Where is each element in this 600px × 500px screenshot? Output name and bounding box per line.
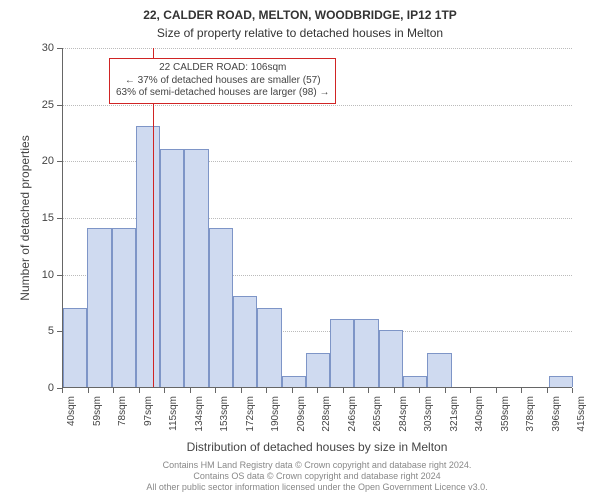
histogram-bar xyxy=(184,149,208,387)
grid-line xyxy=(63,105,572,106)
x-tick-label: 134sqm xyxy=(194,396,205,446)
x-tick-mark xyxy=(470,388,471,393)
y-tick-mark xyxy=(57,218,62,219)
histogram-bar xyxy=(257,308,281,387)
histogram-bar xyxy=(160,149,184,387)
histogram-bar xyxy=(354,319,378,387)
histogram-bar xyxy=(549,376,573,387)
x-tick-label: 97sqm xyxy=(143,396,154,446)
y-tick-label: 15 xyxy=(32,212,54,224)
x-tick-label: 303sqm xyxy=(423,396,434,446)
histogram-bar xyxy=(403,376,427,387)
histogram-bar xyxy=(330,319,354,387)
x-tick-mark xyxy=(88,388,89,393)
x-tick-mark xyxy=(190,388,191,393)
x-axis-label: Distribution of detached houses by size … xyxy=(62,440,572,454)
histogram-bar xyxy=(136,126,160,387)
x-tick-label: 378sqm xyxy=(525,396,536,446)
annotation-line-1: 22 CALDER ROAD: 106sqm xyxy=(116,62,329,75)
x-tick-mark xyxy=(317,388,318,393)
x-tick-label: 396sqm xyxy=(551,396,562,446)
histogram-bar xyxy=(87,228,111,387)
y-tick-label: 0 xyxy=(32,382,54,394)
x-tick-mark xyxy=(343,388,344,393)
x-tick-label: 321sqm xyxy=(449,396,460,446)
histogram-bar xyxy=(209,228,233,387)
histogram-bar xyxy=(112,228,136,387)
y-tick-mark xyxy=(57,48,62,49)
x-tick-mark xyxy=(139,388,140,393)
annotation-line-3: 63% of semi-detached houses are larger (… xyxy=(116,87,329,100)
y-tick-label: 20 xyxy=(32,155,54,167)
x-tick-mark xyxy=(266,388,267,393)
x-tick-label: 78sqm xyxy=(117,396,128,446)
y-tick-label: 5 xyxy=(32,325,54,337)
x-tick-mark xyxy=(496,388,497,393)
chart-title-2: Size of property relative to detached ho… xyxy=(0,26,600,40)
y-tick-mark xyxy=(57,331,62,332)
x-tick-mark xyxy=(164,388,165,393)
footer-line-3: All other public sector information lice… xyxy=(62,482,572,493)
annotation-box: 22 CALDER ROAD: 106sqm ← 37% of detached… xyxy=(109,58,336,104)
histogram-bar xyxy=(233,296,257,387)
x-tick-mark xyxy=(419,388,420,393)
x-tick-mark xyxy=(521,388,522,393)
x-tick-mark xyxy=(292,388,293,393)
plot-area: 22 CALDER ROAD: 106sqm ← 37% of detached… xyxy=(62,48,572,388)
y-tick-label: 25 xyxy=(32,99,54,111)
x-tick-label: 246sqm xyxy=(347,396,358,446)
x-tick-label: 115sqm xyxy=(168,396,179,446)
x-tick-label: 228sqm xyxy=(321,396,332,446)
footer-line-1: Contains HM Land Registry data © Crown c… xyxy=(62,460,572,471)
x-tick-label: 153sqm xyxy=(219,396,230,446)
chart-footer: Contains HM Land Registry data © Crown c… xyxy=(62,460,572,492)
chart-title-1: 22, CALDER ROAD, MELTON, WOODBRIDGE, IP1… xyxy=(0,8,600,22)
x-tick-label: 190sqm xyxy=(270,396,281,446)
y-axis-label: Number of detached properties xyxy=(18,48,32,388)
x-tick-label: 209sqm xyxy=(296,396,307,446)
x-tick-mark xyxy=(215,388,216,393)
x-tick-label: 59sqm xyxy=(92,396,103,446)
x-tick-label: 40sqm xyxy=(66,396,77,446)
x-tick-label: 265sqm xyxy=(372,396,383,446)
footer-line-2: Contains OS data © Crown copyright and d… xyxy=(62,471,572,482)
y-tick-label: 10 xyxy=(32,269,54,281)
histogram-bar xyxy=(282,376,306,387)
x-tick-mark xyxy=(368,388,369,393)
y-tick-mark xyxy=(57,275,62,276)
x-tick-mark xyxy=(445,388,446,393)
y-tick-mark xyxy=(57,105,62,106)
x-tick-label: 359sqm xyxy=(500,396,511,446)
x-tick-mark xyxy=(394,388,395,393)
histogram-bar xyxy=(379,330,403,387)
x-tick-label: 415sqm xyxy=(576,396,587,446)
grid-line xyxy=(63,48,572,49)
histogram-bar xyxy=(427,353,451,387)
annotation-line-2: ← 37% of detached houses are smaller (57… xyxy=(116,75,329,88)
x-tick-mark xyxy=(62,388,63,393)
y-tick-mark xyxy=(57,161,62,162)
x-tick-label: 284sqm xyxy=(398,396,409,446)
x-tick-label: 340sqm xyxy=(474,396,485,446)
histogram-bar xyxy=(306,353,330,387)
x-tick-mark xyxy=(547,388,548,393)
x-tick-mark xyxy=(241,388,242,393)
x-tick-mark xyxy=(113,388,114,393)
histogram-bar xyxy=(63,308,87,387)
y-tick-label: 30 xyxy=(32,42,54,54)
x-tick-mark xyxy=(572,388,573,393)
x-tick-label: 172sqm xyxy=(245,396,256,446)
